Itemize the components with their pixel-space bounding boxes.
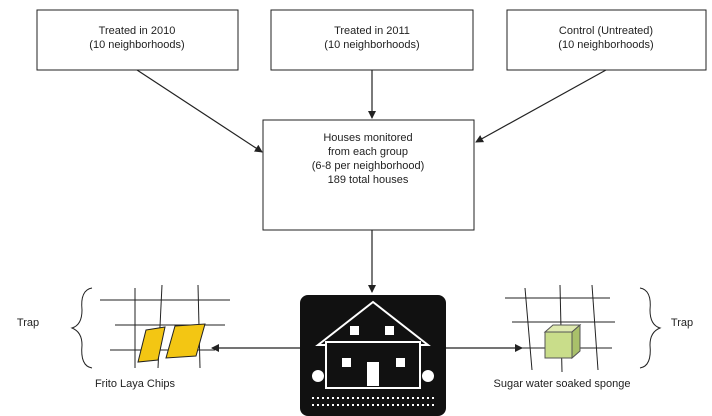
box-text: (10 neighborhoods) — [558, 39, 653, 51]
trap-label: Trap — [17, 317, 39, 329]
box-text: Control (Untreated) — [559, 25, 653, 37]
trap-caption: Sugar water soaked sponge — [494, 378, 631, 390]
arrow — [476, 70, 606, 142]
brace — [640, 288, 660, 368]
chip — [138, 327, 165, 362]
box-text: (10 neighborhoods) — [89, 39, 184, 51]
center-text: from each group — [328, 146, 408, 158]
box-text: (10 neighborhoods) — [324, 39, 419, 51]
brace — [72, 288, 92, 368]
sponge — [545, 332, 572, 358]
trap-caption: Frito Laya Chips — [95, 378, 176, 390]
house-icon — [300, 295, 446, 416]
box-text: Treated in 2011 — [334, 25, 410, 37]
box-text: Treated in 2010 — [99, 25, 176, 37]
diagram: Treated in 2010 (10 neighborhoods) Treat… — [0, 0, 712, 416]
center-text: (6-8 per neighborhood) — [312, 160, 425, 172]
arrow — [137, 70, 262, 152]
trap-label: Trap — [671, 317, 693, 329]
center-text: 189 total houses — [328, 174, 409, 186]
center-text: Houses monitored — [323, 132, 412, 144]
